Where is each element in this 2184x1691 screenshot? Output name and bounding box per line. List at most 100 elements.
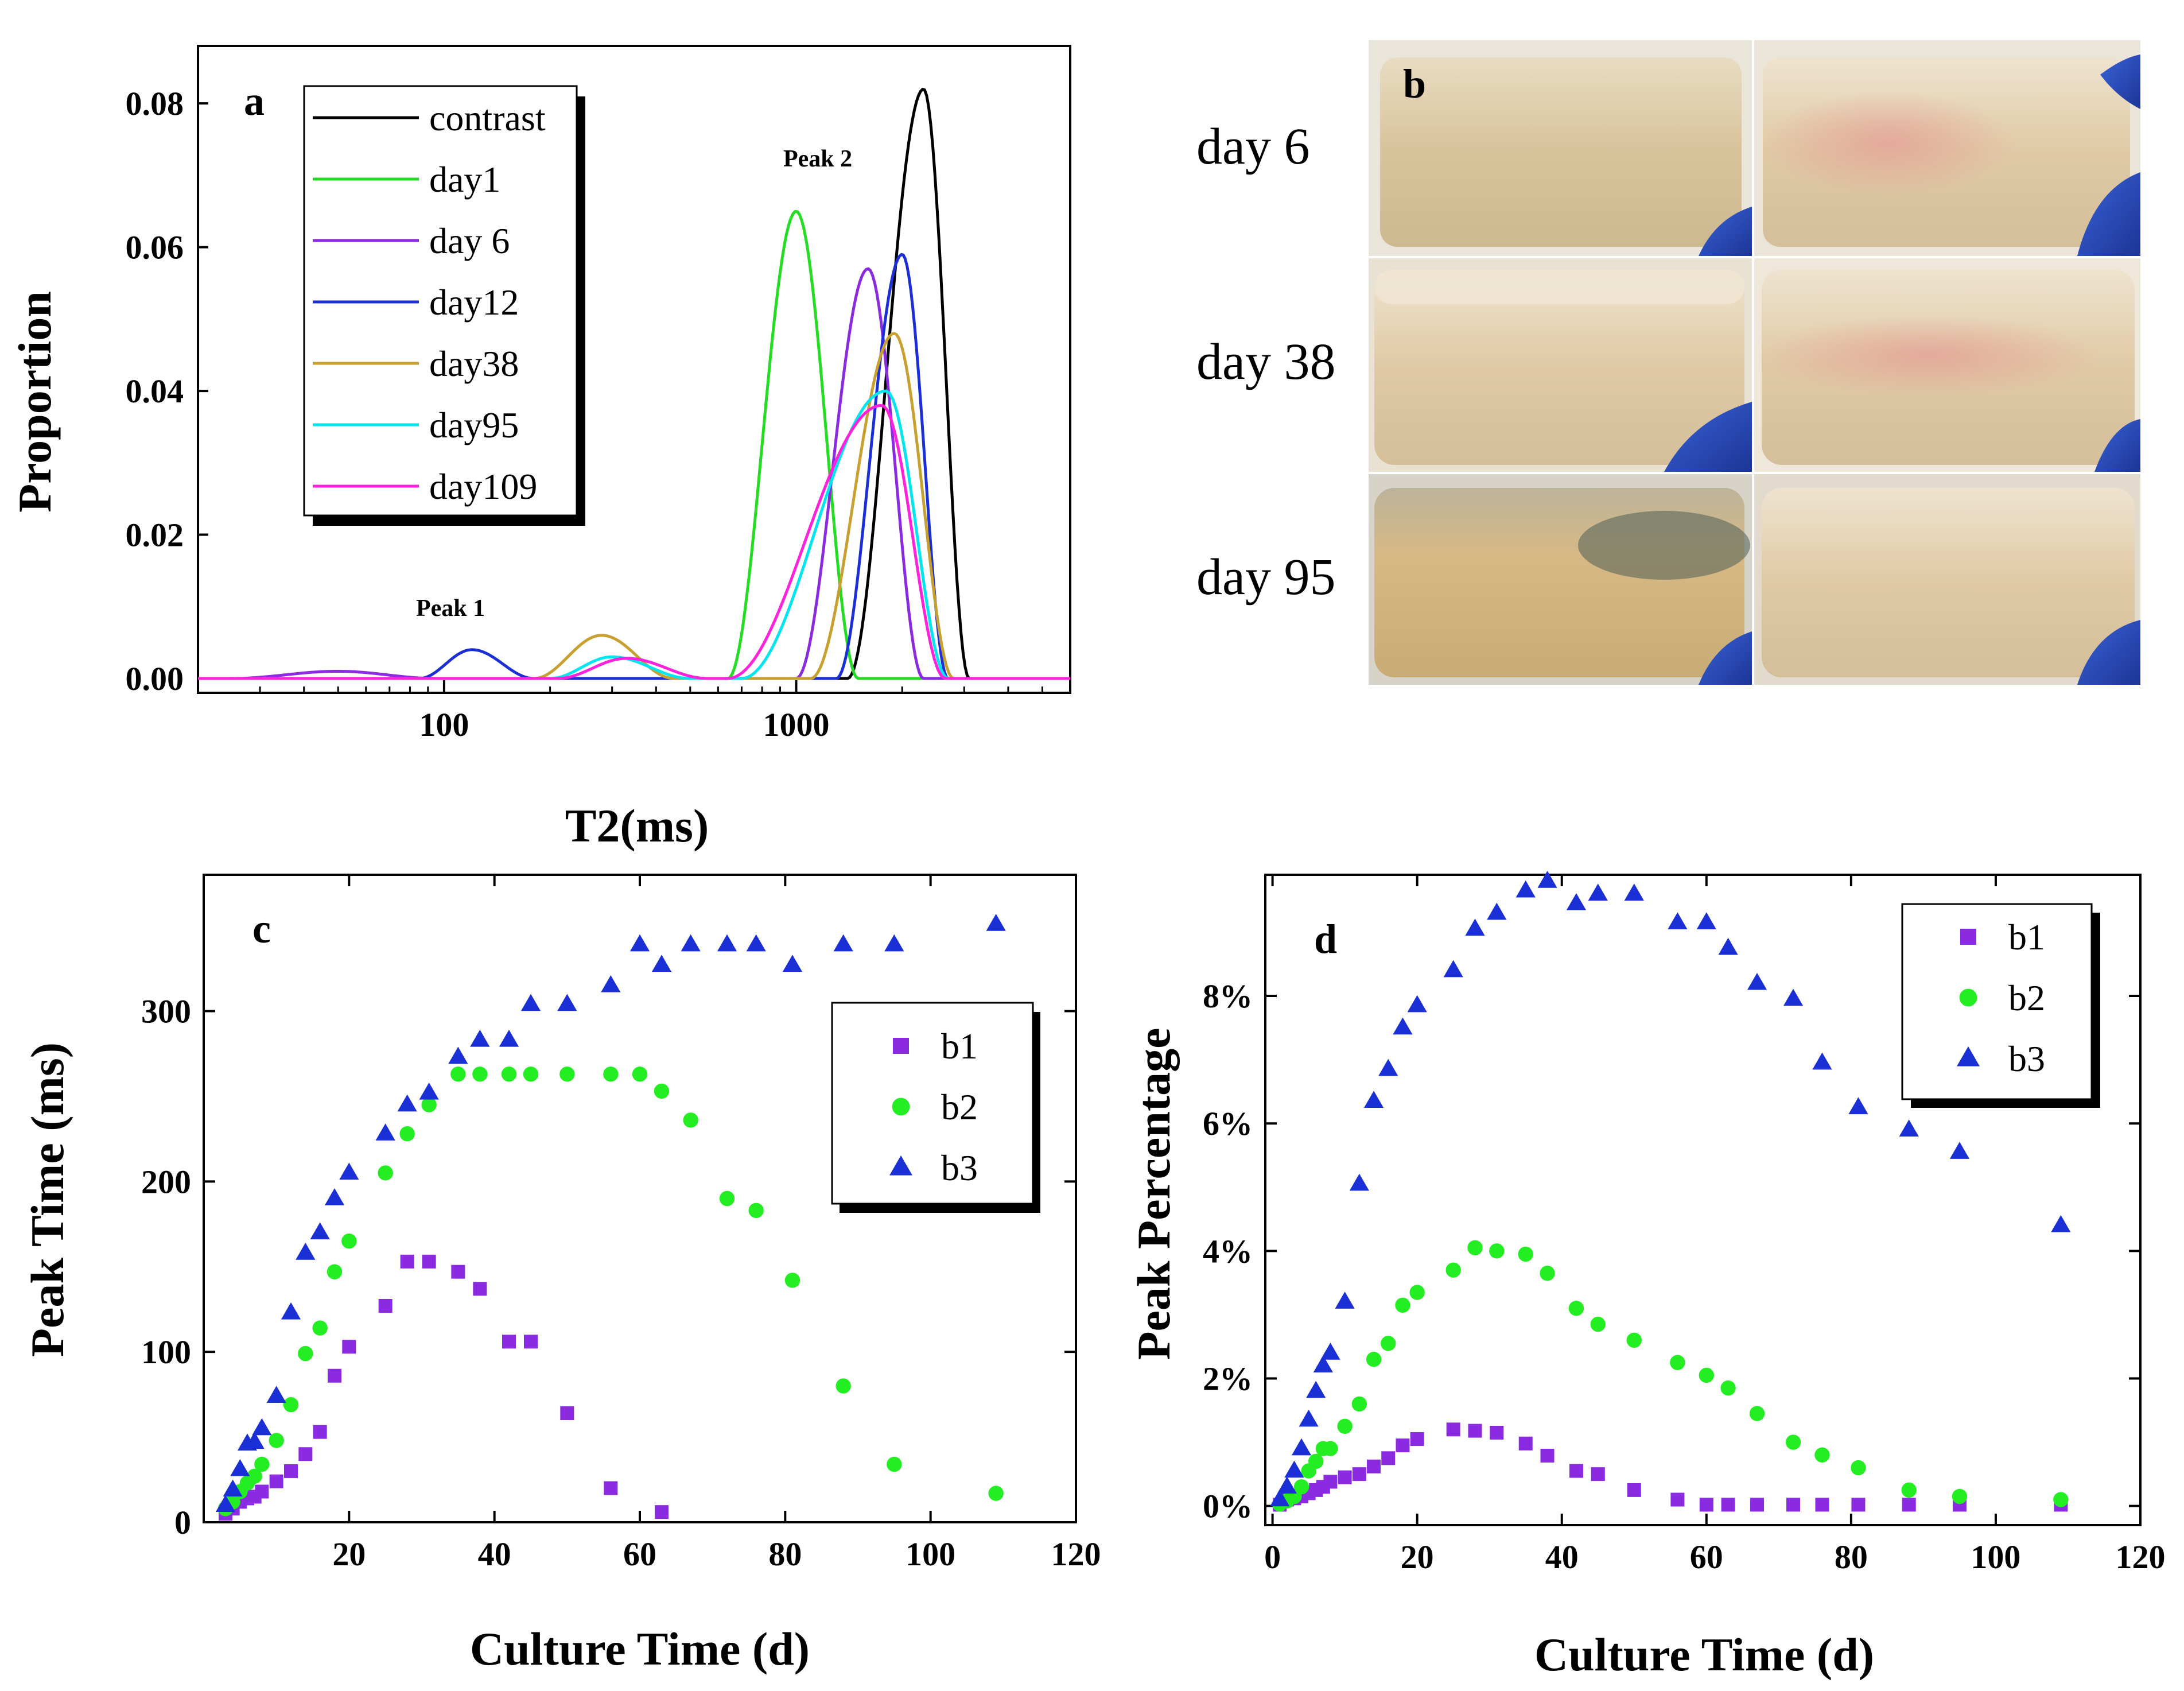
data-point-b3 bbox=[1284, 1460, 1304, 1478]
data-point-b3 bbox=[296, 1242, 316, 1260]
data-point-b2 bbox=[450, 1066, 466, 1082]
data-point-b2 bbox=[421, 1097, 437, 1112]
data-point-b3 bbox=[1378, 1058, 1398, 1076]
legend-label-a: day12 bbox=[429, 282, 519, 323]
data-point-b2 bbox=[523, 1066, 539, 1082]
data-point-b2 bbox=[1699, 1367, 1715, 1383]
data-point-b2 bbox=[269, 1433, 284, 1448]
data-point-b3 bbox=[1624, 883, 1644, 901]
data-point-b3 bbox=[1668, 912, 1688, 930]
x-axis-label-d: Culture Time (d) bbox=[1534, 1628, 1874, 1681]
data-point-b3 bbox=[1566, 893, 1587, 910]
peak-label-1: Peak 1 bbox=[416, 595, 485, 622]
data-point-b2 bbox=[283, 1397, 299, 1413]
legend-box-d bbox=[1901, 903, 2093, 1100]
x-tick-label-d: 40 bbox=[1545, 1538, 1579, 1576]
legend-label-b3: b3 bbox=[941, 1147, 978, 1188]
data-point-b3 bbox=[2051, 1215, 2071, 1232]
data-point-b2 bbox=[632, 1066, 648, 1082]
legend-marker-b3 bbox=[1957, 1046, 1980, 1066]
data-point-b3 bbox=[448, 1046, 468, 1064]
data-point-b3 bbox=[266, 1386, 286, 1403]
y-tick-label-c: 0 bbox=[174, 1504, 191, 1541]
data-point-b2 bbox=[1590, 1316, 1606, 1332]
data-point-b1 bbox=[1446, 1422, 1460, 1437]
data-point-b3 bbox=[629, 934, 650, 952]
data-point-b3 bbox=[499, 1029, 519, 1047]
data-point-b1 bbox=[1468, 1424, 1482, 1438]
data-point-b2 bbox=[1445, 1262, 1461, 1278]
photo-label-day95: day 95 bbox=[1196, 549, 1335, 606]
x-tick-label-d: 0 bbox=[1264, 1538, 1281, 1576]
legend-label-a: day95 bbox=[429, 405, 519, 445]
data-point-b3 bbox=[1407, 995, 1427, 1013]
x-tick-label-a: 100 bbox=[419, 706, 469, 743]
data-point-b2 bbox=[1489, 1243, 1505, 1259]
data-point-b3 bbox=[470, 1029, 490, 1047]
data-point-b2 bbox=[472, 1066, 488, 1082]
data-point-b1 bbox=[1410, 1432, 1424, 1446]
data-point-b1 bbox=[400, 1254, 414, 1269]
data-point-b2 bbox=[1720, 1380, 1736, 1396]
data-point-b1 bbox=[502, 1335, 516, 1349]
data-point-b1 bbox=[378, 1299, 393, 1313]
y-tick-label-a: 0.06 bbox=[126, 229, 184, 266]
data-point-b1 bbox=[284, 1464, 298, 1478]
data-point-b1 bbox=[473, 1282, 487, 1296]
y-tick-label-c: 100 bbox=[141, 1333, 191, 1371]
data-point-b3 bbox=[986, 914, 1006, 931]
data-point-b2 bbox=[1518, 1246, 1533, 1262]
data-point-b3 bbox=[1515, 880, 1536, 898]
data-point-b3 bbox=[1465, 918, 1485, 936]
x-tick-label-d: 20 bbox=[1401, 1538, 1434, 1576]
x-tick-label-c: 80 bbox=[768, 1535, 802, 1573]
data-point-b1 bbox=[298, 1447, 313, 1461]
data-point-b3 bbox=[1270, 1489, 1290, 1507]
series-line-contrast bbox=[198, 88, 1070, 680]
legend-marker-b3 bbox=[889, 1155, 912, 1176]
data-point-b1 bbox=[1750, 1498, 1765, 1512]
x-tick-label-d: 120 bbox=[2116, 1538, 2166, 1576]
data-point-b1 bbox=[1569, 1464, 1583, 1478]
x-tick-label-c: 120 bbox=[1051, 1535, 1101, 1573]
data-point-b2 bbox=[1626, 1332, 1642, 1348]
data-point-b3 bbox=[746, 934, 766, 952]
data-point-b3 bbox=[1812, 1052, 1832, 1070]
data-point-b2 bbox=[254, 1456, 270, 1472]
data-point-b3 bbox=[1363, 1091, 1384, 1108]
data-point-b1 bbox=[1396, 1438, 1410, 1453]
data-point-b2 bbox=[298, 1345, 313, 1362]
y-tick-label-d: 8% bbox=[1203, 978, 1253, 1015]
y-tick-label-d: 6% bbox=[1203, 1105, 1253, 1142]
data-point-b2 bbox=[1749, 1406, 1765, 1421]
plot-frame-a bbox=[197, 45, 1071, 694]
data-point-b1 bbox=[524, 1335, 538, 1349]
data-point-b2 bbox=[1814, 1447, 1830, 1463]
x-tick-label-d: 100 bbox=[1971, 1538, 2020, 1576]
y-tick-label-a: 0.04 bbox=[126, 373, 184, 410]
series-line-day1 bbox=[198, 210, 1070, 680]
data-point-b2 bbox=[2053, 1492, 2069, 1507]
data-point-b2 bbox=[654, 1083, 670, 1099]
data-point-b2 bbox=[1351, 1396, 1367, 1412]
panel-letter-b: b bbox=[1403, 61, 1426, 107]
panel-d: 0% 2% 4% 6% 8% 0 20 40 60 80 100 120 d Peak Percent… bbox=[1128, 871, 2166, 1681]
data-point-b3 bbox=[339, 1162, 359, 1180]
data-point-b2 bbox=[1851, 1460, 1866, 1476]
data-point-b3 bbox=[397, 1094, 417, 1112]
plot-frame-d bbox=[1264, 874, 2142, 1526]
y-axis-label-a: Proportion bbox=[9, 291, 61, 513]
data-point-b3 bbox=[1291, 1438, 1312, 1456]
data-point-b1 bbox=[1323, 1475, 1338, 1489]
x-tick-label-d: 60 bbox=[1690, 1538, 1723, 1576]
data-point-b3 bbox=[1899, 1119, 1919, 1137]
x-tick-label-c: 60 bbox=[623, 1535, 656, 1573]
data-point-b2 bbox=[341, 1234, 357, 1249]
x-tick-label-d: 80 bbox=[1835, 1538, 1868, 1576]
photo-label-day6: day 6 bbox=[1196, 118, 1309, 175]
data-point-b3 bbox=[419, 1082, 439, 1100]
data-point-b3 bbox=[1393, 1017, 1413, 1035]
legend-label-a: day38 bbox=[429, 343, 519, 384]
data-point-b1 bbox=[1367, 1459, 1381, 1473]
